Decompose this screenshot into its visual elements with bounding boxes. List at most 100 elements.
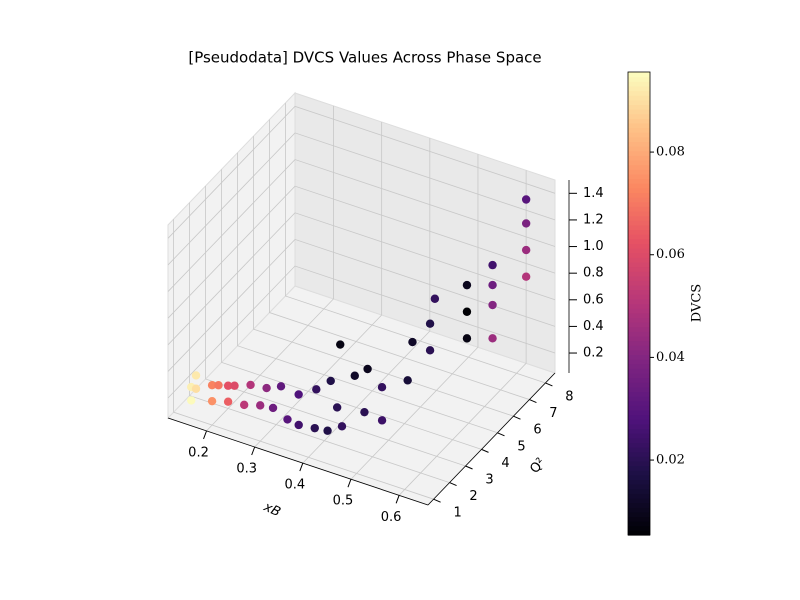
- y-axis: [427, 372, 556, 506]
- colorbar-segment: [628, 224, 650, 231]
- data-point: [425, 319, 435, 328]
- data-point: [360, 407, 369, 417]
- y-tick: [513, 415, 521, 420]
- colorbar-segment: [628, 312, 650, 318]
- colorbar-segment: [628, 405, 650, 411]
- colorbar-segment: [628, 460, 650, 467]
- colorbar-segment: [628, 409, 650, 416]
- grid-line: [167, 105, 556, 239]
- colorbar-segment: [628, 173, 650, 180]
- data-point: [262, 383, 271, 393]
- z-tick-label: 1.0: [583, 239, 604, 254]
- colorbar-segment: [628, 354, 650, 360]
- colorbar-segment: [628, 159, 650, 166]
- data-point: [276, 382, 286, 391]
- colorbar-segment: [628, 164, 650, 170]
- colorbar-segment: [628, 516, 650, 522]
- data-point: [191, 371, 201, 380]
- colorbar-segment: [628, 493, 650, 499]
- colorbar-segment: [628, 474, 650, 481]
- colorbar-segment: [628, 326, 650, 332]
- data-point: [408, 337, 417, 347]
- colorbar-segment: [628, 118, 650, 124]
- z-tick-label: 1.4: [583, 186, 604, 201]
- colorbar-segment: [628, 294, 650, 300]
- colorbar-segment: [628, 396, 650, 402]
- colorbar-segment: [628, 479, 650, 485]
- y-tick-label: 1: [453, 506, 461, 521]
- colorbar-segment: [628, 428, 650, 434]
- colorbar-segment: [628, 104, 650, 110]
- data-point: [207, 381, 217, 390]
- colorbar-segment: [628, 465, 650, 471]
- data-point: [283, 415, 292, 424]
- colorbar-segment: [628, 340, 650, 346]
- z-tick-label: 0.6: [583, 292, 604, 307]
- data-point: [377, 383, 387, 392]
- data-point: [462, 280, 472, 290]
- colorbar-segment: [628, 442, 650, 448]
- colorbar-segment: [628, 146, 650, 152]
- colorbar-segment: [628, 382, 650, 388]
- data-point: [488, 334, 497, 343]
- colorbar-segment: [628, 210, 650, 217]
- grid-line: [173, 219, 434, 500]
- colorbar-segment: [628, 451, 650, 457]
- colorbar-segment: [628, 122, 650, 129]
- colorbar-segment: [628, 359, 650, 365]
- data-point: [521, 272, 531, 281]
- x-axis: [167, 417, 429, 506]
- colorbar-segment: [628, 243, 650, 249]
- y-tick: [529, 399, 537, 404]
- data-point: [336, 340, 345, 349]
- colorbar-segment: [628, 322, 650, 328]
- colorbar-segment: [628, 419, 650, 425]
- colorbar-segment: [628, 280, 650, 286]
- y-tick-label: 6: [533, 423, 541, 438]
- x-tick: [395, 495, 400, 504]
- data-point: [521, 195, 531, 204]
- colorbar-segment: [628, 525, 650, 531]
- colorbar-segment: [628, 488, 650, 494]
- grid-line: [167, 238, 556, 372]
- data-point: [223, 397, 233, 406]
- y-tick: [465, 465, 473, 470]
- x-tick-label: 0.6: [381, 510, 402, 525]
- colorbar-segment: [628, 511, 650, 518]
- data-point: [337, 422, 347, 431]
- data-point: [294, 390, 303, 399]
- colorbar-segment: [628, 72, 650, 78]
- x-axis-label: xB: [260, 499, 282, 520]
- colorbar-segment: [628, 377, 650, 383]
- grid-line: [285, 102, 546, 384]
- x-tick: [299, 462, 304, 472]
- y-tick-label: 3: [485, 472, 493, 487]
- data-point: [323, 426, 332, 435]
- colorbar-segment: [628, 372, 650, 379]
- colorbar-tick-label: 0.06: [656, 247, 685, 262]
- colorbar-segment: [628, 497, 650, 504]
- data-point: [326, 376, 335, 386]
- colorbar-segment: [628, 335, 650, 342]
- colorbar-segment: [628, 271, 650, 277]
- data-point: [403, 376, 412, 385]
- grid-line: [350, 154, 479, 480]
- colorbar-segment: [628, 136, 650, 143]
- colorbar-segment: [628, 192, 650, 198]
- colorbar-segment: [628, 308, 650, 314]
- data-point: [310, 423, 319, 433]
- colorbar-segment: [628, 95, 650, 101]
- x-tick-label: 0.3: [236, 462, 257, 477]
- colorbar-segment: [628, 155, 650, 161]
- y-tick-label: 2: [469, 489, 477, 504]
- colorbar-segment: [628, 317, 650, 323]
- data-point: [462, 307, 472, 316]
- z-tick-label: 0.4: [583, 319, 604, 334]
- x-tick-label: 0.5: [333, 494, 354, 509]
- z-tick-label: 0.2: [583, 346, 604, 361]
- data-point: [488, 260, 497, 270]
- y-tick: [449, 482, 457, 487]
- data-point: [462, 334, 472, 343]
- y-tick: [497, 432, 505, 437]
